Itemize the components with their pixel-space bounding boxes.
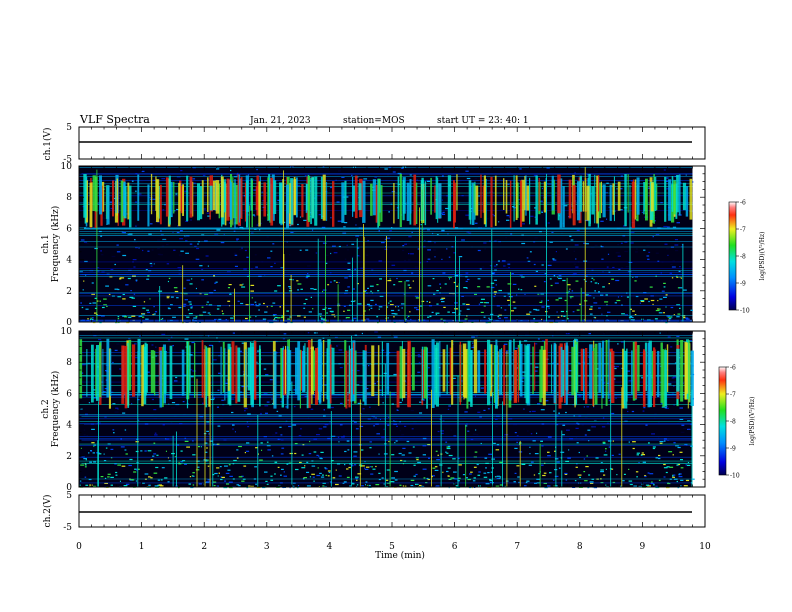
ch2-colorbar-label: log(PSD)(V²/Hz) — [749, 397, 756, 446]
x-tick-label: 3 — [264, 542, 270, 552]
colorbar-tick-label: -6 — [730, 365, 736, 372]
ch2-waveform-ylabel: ch.2(V) — [42, 495, 53, 528]
ch2-spectrogram-ylabel-top: ch.2 — [41, 399, 51, 418]
header-station: station=MOS — [343, 116, 405, 126]
ch1-spectrogram-panel — [79, 166, 694, 324]
colorbar-tick-label: -7 — [730, 392, 736, 399]
ch1-colorbar-label: log(PSD)(V²/Hz) — [759, 232, 766, 281]
y-tick-label: 0 — [66, 318, 72, 328]
y-tick-label: 8 — [66, 358, 72, 368]
x-tick-label: 5 — [389, 542, 395, 552]
colorbar-tick-label: -10 — [730, 473, 740, 480]
colorbar-tick-label: -6 — [740, 200, 746, 207]
y-tick-label: 10 — [61, 162, 73, 172]
colorbar-tick-label: -10 — [740, 308, 750, 315]
y-tick-label: 10 — [61, 327, 73, 337]
ch1-colorbar: log(PSD)(V²/Hz) — [728, 201, 766, 311]
x-tick-label: 4 — [327, 542, 333, 552]
x-tick-label: 1 — [139, 542, 145, 552]
y-tick-label: 2 — [66, 287, 72, 297]
x-tick-label: 10 — [699, 542, 711, 552]
y-tick-label: 2 — [66, 452, 72, 462]
y-tick-label: 0 — [66, 483, 72, 493]
x-tick-label: 2 — [201, 542, 207, 552]
colorbar-tick-label: -8 — [730, 419, 736, 426]
y-tick-label: 6 — [66, 389, 72, 399]
colorbar-tick-label: -9 — [730, 446, 736, 453]
header-date: Jan. 21, 2023 — [249, 116, 311, 126]
colorbar-tick-label: -9 — [740, 281, 746, 288]
x-tick-label: 9 — [640, 542, 646, 552]
x-tick-label: 8 — [577, 542, 583, 552]
ch1-spectrogram-ylabel-top: ch.1 — [41, 234, 51, 253]
y-tick-label: -5 — [63, 523, 72, 533]
ch1-spectrogram-ylabel: Frequency (kHz) — [50, 206, 61, 283]
colorbar-tick-label: -7 — [740, 227, 746, 234]
y-tick-label: 5 — [66, 491, 72, 501]
ch2-spectrogram-panel — [79, 331, 695, 489]
figure-title: VLF Spectra — [79, 113, 150, 126]
x-tick-label: 7 — [514, 542, 520, 552]
y-tick-label: 6 — [66, 224, 72, 234]
header-start-time: start UT = 23: 40: 1 — [437, 116, 529, 126]
x-tick-label: 0 — [76, 542, 82, 552]
y-tick-label: 4 — [66, 421, 72, 431]
x-axis-label: Time (min) — [375, 550, 425, 561]
y-tick-label: 5 — [66, 123, 72, 133]
ch2-spectrogram-ylabel: Frequency (kHz) — [50, 371, 61, 448]
colorbar-tick-label: -8 — [740, 254, 746, 261]
y-tick-label: 4 — [66, 256, 72, 266]
y-tick-label: 8 — [66, 193, 72, 203]
y-tick-label: -5 — [63, 155, 72, 165]
ch2-colorbar: log(PSD)(V²/Hz) — [718, 366, 756, 476]
ch1-waveform-ylabel: ch.1(V) — [42, 128, 53, 161]
x-tick-label: 6 — [452, 542, 458, 552]
